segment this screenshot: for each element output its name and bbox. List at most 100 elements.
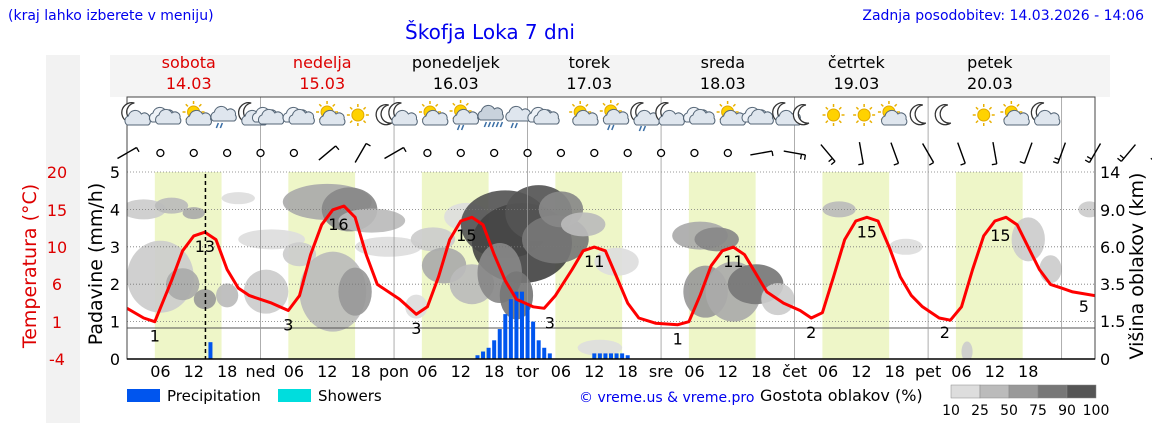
cloud-shape xyxy=(452,108,480,125)
cloud-height-tick: 9.0 xyxy=(1100,201,1125,220)
cloud-cover-cell xyxy=(961,341,973,359)
x-tick-label: 06 xyxy=(818,362,838,381)
x-tick-label: sre xyxy=(649,362,673,381)
cloud-shape xyxy=(185,109,212,126)
cloud-shape xyxy=(210,105,237,122)
cloud-cover-cell xyxy=(594,247,639,276)
daylight-band xyxy=(154,172,222,359)
cloud-shape xyxy=(391,109,418,126)
wind-barb-feather xyxy=(960,162,966,166)
cloud-cover-cell xyxy=(193,289,217,310)
wind-barb-feather xyxy=(1054,157,1060,161)
moon-cloud-icon xyxy=(655,102,685,126)
wind-barb-icon xyxy=(1120,144,1136,162)
moon-shape xyxy=(792,104,810,126)
moon-shape xyxy=(909,104,927,126)
x-tick-label: tor xyxy=(516,362,539,381)
x-tick-label: 12 xyxy=(317,362,337,381)
wind-barb-feather xyxy=(135,147,140,153)
cloud-cover-cell xyxy=(822,201,856,218)
temperature-line xyxy=(127,204,1095,327)
cloud-cover-cell xyxy=(889,238,923,255)
cloud-cover-legend-title: Gostota oblakov (%) xyxy=(760,386,923,405)
sun-ray xyxy=(602,102,606,106)
sun-cloud-icon xyxy=(569,101,599,126)
x-tick-label: 06 xyxy=(551,362,571,381)
sun-disc xyxy=(827,108,841,122)
cloud-cover-legend-swatch xyxy=(950,384,981,399)
cloud-cover-legend-level: 10 xyxy=(942,403,960,419)
cloud-icon xyxy=(149,106,182,125)
precipitation-bar xyxy=(475,355,480,359)
moon-shape xyxy=(934,104,952,126)
wind-barb-feather xyxy=(365,142,371,147)
precipitation-legend-swatch xyxy=(127,389,160,402)
precipitation-bar xyxy=(592,353,597,359)
sun-ray xyxy=(975,106,979,110)
x-tick-label: 12 xyxy=(451,362,471,381)
sun-ray xyxy=(880,103,884,107)
temperature-label: 15 xyxy=(456,226,476,245)
precipitation-bar xyxy=(508,299,513,359)
wind-barb-icon xyxy=(318,145,337,161)
x-tick-label: 06 xyxy=(684,362,704,381)
precipitation-bar xyxy=(531,321,536,359)
wind-barb-icon xyxy=(957,142,966,164)
rain-drop xyxy=(499,121,504,128)
wind-barb-icon xyxy=(1088,143,1102,163)
wind-barb-icon xyxy=(750,150,773,156)
wind-barb-feather xyxy=(991,163,997,166)
sun-ray xyxy=(615,102,620,106)
moon-shape xyxy=(375,104,393,126)
location-menu-hint[interactable]: (kraj lahko izberete v meniju) xyxy=(8,8,214,24)
cloud-shape xyxy=(1003,109,1030,126)
showers-legend-swatch xyxy=(278,389,311,402)
temperature-label: 3 xyxy=(411,319,421,338)
temperature-label: 3 xyxy=(545,313,555,332)
sun-icon xyxy=(346,104,369,126)
temperature-axis-title: Temperatura (°C) xyxy=(19,184,41,349)
precipitation-bar xyxy=(542,347,547,359)
wind-barb-feather xyxy=(771,150,774,157)
sun-ray xyxy=(349,120,353,124)
rain-drop xyxy=(495,121,500,128)
sun-cloud-icon xyxy=(182,101,212,126)
sun-ray xyxy=(421,103,425,107)
sun-ray xyxy=(988,106,993,110)
day-name: sobota xyxy=(162,53,216,72)
rain-drop xyxy=(611,124,615,131)
x-tick-label: 06 xyxy=(150,362,170,381)
temperature-label: 2 xyxy=(940,323,950,342)
page-title: Škofja Loka 7 dni xyxy=(405,20,575,44)
wind-barb-icon xyxy=(117,146,137,160)
sun-disc xyxy=(977,108,991,122)
wind-barb-feather xyxy=(799,154,803,160)
precipitation-bar xyxy=(614,353,619,359)
moon-cloud-icon xyxy=(388,102,418,126)
cloud-shape xyxy=(572,109,599,126)
temperature-tick: -4 xyxy=(49,350,65,369)
temperature-label: 16 xyxy=(328,215,348,234)
moon-icon xyxy=(792,104,810,126)
sun-ray xyxy=(825,120,829,124)
precipitation-bar xyxy=(625,355,630,359)
wind-barb-feather xyxy=(928,161,934,166)
x-tick-label: 18 xyxy=(618,362,638,381)
sun-icon xyxy=(822,104,845,126)
day-date: 18.03 xyxy=(700,74,746,93)
moon-rain-icon xyxy=(630,102,660,132)
cloud-shape xyxy=(658,109,685,126)
rain-drop xyxy=(460,124,465,131)
cloud-cover-cell xyxy=(243,269,289,314)
wind-calm-icon xyxy=(490,148,499,158)
x-tick-label: 12 xyxy=(184,362,204,381)
x-tick-label: 18 xyxy=(217,362,237,381)
cloud-cover-cell xyxy=(338,208,406,233)
sun-ray xyxy=(318,103,322,107)
sun-rain-icon xyxy=(449,100,480,131)
temperature-label: 1 xyxy=(673,330,683,349)
sun-ray xyxy=(855,120,859,124)
cloud-cover-cell xyxy=(338,267,372,316)
sun-icon xyxy=(853,104,876,126)
